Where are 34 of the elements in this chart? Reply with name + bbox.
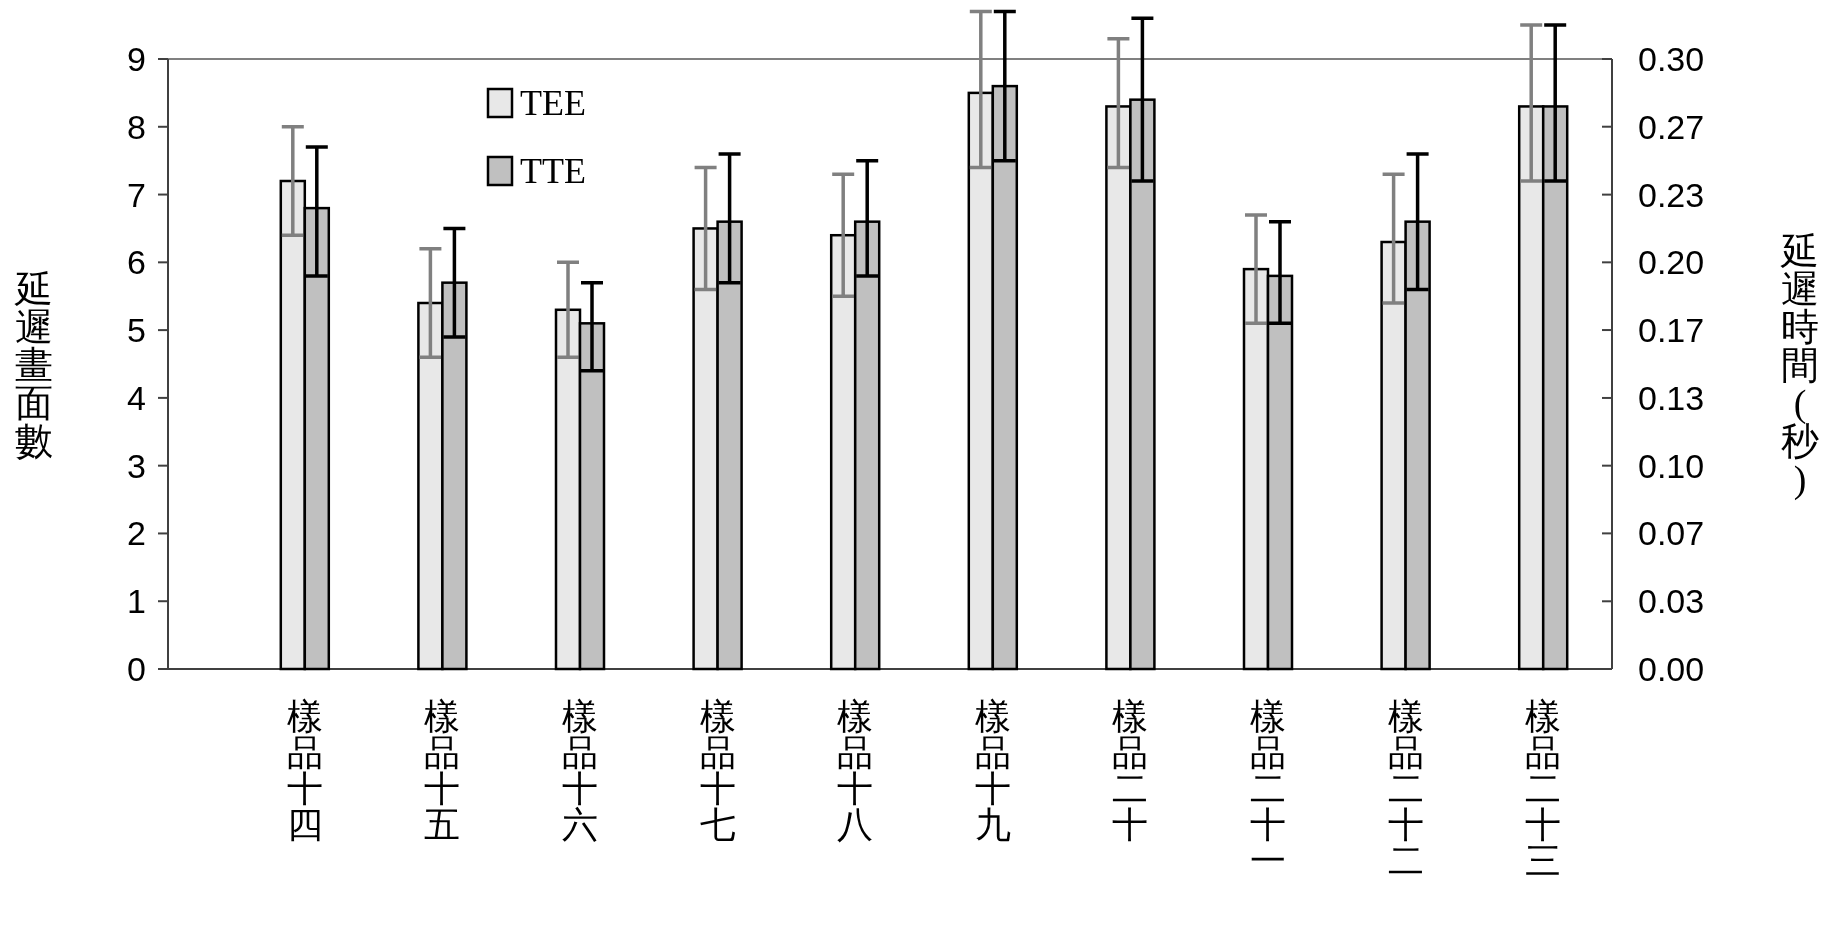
y2-tick-label: 0.10 [1638, 446, 1705, 485]
y2-tick-label: 0.23 [1638, 175, 1705, 214]
x-tick-label: 樣品二十三 [1525, 696, 1562, 881]
y-tick-label: 4 [127, 378, 146, 417]
y2-tick-label: 0.13 [1638, 378, 1705, 417]
y2-tick-label: 0.20 [1638, 243, 1705, 282]
y-tick-label: 6 [127, 243, 146, 282]
y2-axis-title: 延遲時間(秒) [1780, 230, 1819, 502]
x-tick-label: 樣品二十 [1112, 696, 1149, 845]
y2-tick-label: 0.17 [1638, 311, 1705, 350]
y-tick-label: 1 [127, 582, 146, 621]
legend-label: TEE [520, 83, 586, 123]
y2-tick-label: 0.27 [1638, 107, 1705, 146]
y-tick-label: 5 [127, 311, 146, 350]
y2-tick-label: 0.03 [1638, 582, 1705, 621]
y2-tick-label: 0.00 [1638, 650, 1705, 688]
y-tick-label: 0 [127, 650, 146, 688]
x-tick-label: 樣品二十一 [1250, 696, 1286, 881]
x-tick-label: 樣品十七 [699, 696, 736, 845]
y-axis-title: 延遲畫面數 [14, 268, 53, 463]
legend-label: TTE [520, 151, 586, 191]
y2-tick-label: 0.07 [1638, 514, 1705, 553]
x-tick-label: 樣品十四 [286, 696, 323, 845]
x-tick-label: 樣品十五 [424, 696, 461, 845]
x-tick-label: 樣品十九 [974, 696, 1011, 845]
x-tick-label: 樣品二十二 [1387, 696, 1424, 881]
y2-tick-label: 0.30 [1638, 40, 1705, 78]
y-tick-label: 7 [127, 175, 146, 214]
y-tick-label: 3 [127, 446, 146, 485]
y-tick-label: 9 [127, 40, 146, 78]
y-tick-label: 2 [127, 514, 146, 553]
x-tick-label: 樣品十六 [562, 696, 598, 845]
y-tick-label: 8 [127, 107, 146, 146]
x-tick-label: 樣品十八 [837, 696, 874, 845]
